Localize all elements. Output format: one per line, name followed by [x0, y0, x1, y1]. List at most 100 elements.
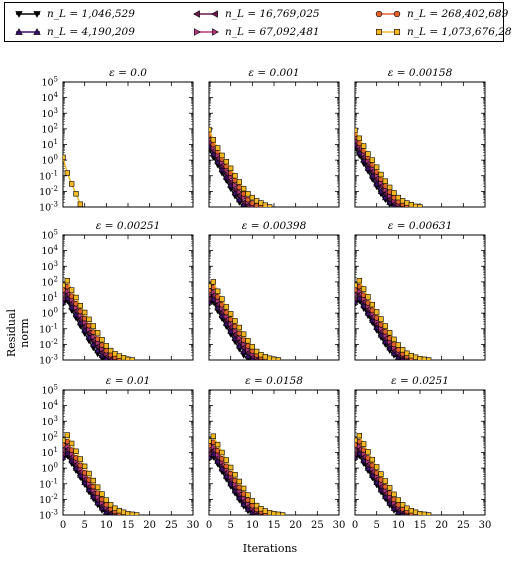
data-point [81, 463, 88, 470]
data-point [209, 126, 212, 133]
data-point [249, 344, 256, 350]
data-point [63, 447, 67, 452]
data-point [253, 502, 260, 509]
legend-item: n_L = 268,402,689 [375, 6, 508, 22]
data-point [227, 165, 234, 171]
x-tick-label: 15 [268, 520, 281, 531]
data-point [378, 171, 384, 178]
legend-marker-right [393, 10, 401, 18]
y-tick-label: 102 [41, 275, 58, 288]
data-point [253, 348, 260, 355]
data-point [279, 512, 286, 515]
data-point [219, 296, 225, 302]
data-point [223, 457, 230, 463]
data-point [373, 164, 380, 170]
data-point [90, 477, 97, 484]
x-tick-label: 15 [414, 520, 427, 531]
y-tick-label: 10-2 [39, 493, 58, 506]
data-point [355, 292, 359, 297]
axes-frame [354, 81, 486, 208]
data-point [245, 492, 251, 498]
y-tick-label: 105 [41, 229, 58, 242]
data-point [240, 185, 247, 192]
axes-frame [354, 389, 486, 516]
series-group [63, 432, 140, 515]
data-point [249, 194, 256, 201]
data-point [355, 287, 358, 293]
legend-swatch [375, 28, 401, 36]
x-tick-label: 10 [100, 520, 113, 531]
data-point [77, 456, 84, 462]
data-point [240, 485, 247, 492]
data-point [129, 357, 136, 360]
x-tick-label: 10 [392, 520, 405, 531]
legend-label: n_L = 16,769,025 [225, 8, 320, 20]
subplot-title: ε = 0.0158 [245, 375, 303, 387]
data-point [219, 152, 225, 159]
legend-marker-left [194, 28, 201, 36]
data-point [223, 304, 230, 310]
legend-label: n_L = 1,046,529 [47, 8, 135, 20]
data-point [386, 485, 393, 491]
data-point [382, 178, 389, 184]
x-tick-label: 5 [373, 520, 379, 531]
data-point [232, 318, 238, 324]
data-point [369, 301, 376, 308]
series-group [355, 127, 423, 207]
data-point [63, 287, 66, 293]
data-point [228, 173, 235, 181]
data-point [240, 348, 247, 355]
subplot-panel: ε = 0.0 10-3 10-2 10-1 100 101 102 103 104 105 [39, 67, 194, 214]
data-point [425, 512, 432, 515]
data-point [99, 491, 105, 497]
data-point [236, 188, 243, 196]
data-point [355, 447, 359, 452]
y-tick-label: 105 [41, 384, 58, 397]
data-point [99, 336, 105, 343]
axes-frame [62, 234, 194, 361]
legend-marker-right [212, 28, 219, 36]
data-point [355, 450, 358, 458]
x-tick-label: 5 [227, 520, 233, 531]
x-tick-label: 30 [187, 520, 200, 531]
data-point [249, 498, 256, 504]
y-tick-label: 100 [41, 154, 58, 167]
data-point [210, 137, 217, 143]
data-point [369, 456, 376, 463]
legend-swatch [15, 28, 41, 35]
axes-frame [208, 81, 340, 208]
data-point [399, 502, 406, 508]
data-point [266, 204, 273, 207]
data-point [399, 347, 406, 353]
data-point [373, 180, 380, 187]
data-point [94, 484, 101, 490]
x-tick-label: 20 [143, 520, 156, 531]
data-point [356, 277, 363, 284]
data-point [73, 294, 79, 301]
data-point [94, 330, 101, 336]
data-point [90, 323, 97, 329]
y-tick-label: 10-2 [39, 338, 58, 351]
data-point [228, 320, 235, 328]
x-tick-label: 25 [165, 520, 178, 531]
legend-marker-right [393, 28, 401, 36]
x-tick-label: 30 [333, 520, 346, 531]
data-point [425, 357, 432, 360]
data-point [355, 282, 358, 289]
subplot-title: ε = 0.00631 [388, 220, 453, 232]
legend-label: n_L = 4,190,209 [47, 26, 135, 38]
legend-label: n_L = 268,402,689 [407, 8, 509, 20]
data-point [373, 464, 380, 470]
legend-marker-left [375, 28, 383, 36]
data-point [63, 282, 66, 289]
data-point [240, 331, 247, 337]
data-point [210, 433, 217, 439]
data-point [107, 502, 114, 508]
series-group [355, 432, 432, 515]
legend-marker-right [33, 11, 41, 18]
series-group [63, 154, 84, 207]
data-point [68, 440, 75, 447]
subplot-panel: ε = 0.001 [208, 67, 340, 208]
subplot-title: ε = 0.0251 [391, 375, 449, 387]
legend-swatch [193, 10, 218, 18]
